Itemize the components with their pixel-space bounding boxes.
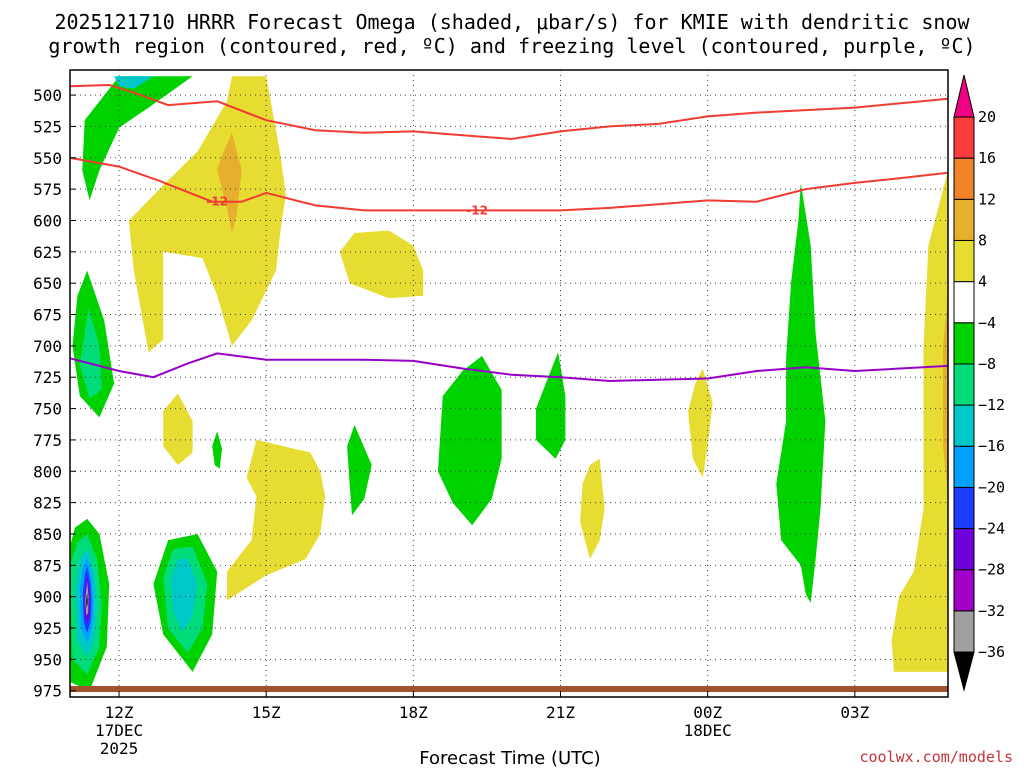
omega-region-0 — [82, 76, 193, 201]
contour-label-0: -12 — [206, 195, 228, 209]
y-tick-label: 575 — [33, 180, 62, 199]
x-tick-year: 2025 — [100, 739, 139, 758]
colorbar-label: 12 — [978, 190, 996, 208]
x-tick-label: 15Z — [252, 703, 281, 722]
colorbar-bin-10 — [953, 239, 975, 283]
colorbar-label: 4 — [978, 273, 987, 291]
isoline-2 — [70, 352, 948, 383]
temperature-contours: -12 -12 — [70, 83, 948, 383]
colorbar: 20 16 12 8 4 −4 −8 −12 −16 −20 −24 −28 −32 −36 — [953, 74, 1005, 692]
colorbar-label: 16 — [978, 149, 996, 167]
colorbar-label: −32 — [978, 602, 1005, 620]
y-tick-label: 600 — [33, 211, 62, 230]
omega-region-28 — [943, 295, 948, 497]
omega-region-15 — [128, 76, 286, 353]
x-tick-date: 18DEC — [684, 721, 732, 740]
omega-region-24 — [580, 458, 605, 560]
colorbar-label: −28 — [978, 561, 1005, 579]
x-tick-label: 18Z — [399, 703, 428, 722]
colorbar-bin-2 — [953, 569, 975, 612]
omega-region-19 — [163, 393, 193, 465]
y-tick-label: 825 — [33, 494, 62, 513]
colorbar-label: −8 — [978, 355, 996, 373]
colorbar-label: −36 — [978, 643, 1005, 661]
y-tick-label: 650 — [33, 274, 62, 293]
colorbar-bin-14 — [953, 74, 975, 118]
y-tick-label: 850 — [33, 525, 62, 544]
omega-region-14 — [170, 559, 198, 632]
colorbar-bin-9 — [953, 281, 975, 324]
y-tick-label: 725 — [33, 368, 62, 387]
colorbar-bin-0 — [953, 651, 975, 692]
colorbar-bin-5 — [953, 445, 975, 488]
y-tick-label: 925 — [33, 619, 62, 638]
omega-region-27 — [891, 170, 948, 672]
title-line-1: 2025121710 HRRR Forecast Omega (shaded, … — [54, 10, 970, 34]
y-tick-label: 550 — [33, 149, 62, 168]
colorbar-label: −12 — [978, 396, 1005, 414]
isoline-1 — [70, 83, 948, 141]
isoline-0 — [70, 156, 948, 212]
colorbar-bin-12 — [953, 157, 975, 200]
contour-label-1: -12 — [466, 203, 488, 217]
colorbar-label: 20 — [978, 108, 996, 126]
x-tick-label: 03Z — [840, 703, 869, 722]
colorbar-label: 8 — [978, 231, 987, 249]
y-tick-label: 875 — [33, 556, 62, 575]
colorbar-bin-11 — [953, 198, 975, 241]
colorbar-bin-3 — [953, 528, 975, 571]
colorbar-bin-1 — [953, 610, 975, 653]
chart-title: 2025121710 HRRR Forecast Omega (shaded, … — [48, 10, 975, 58]
omega-region-25 — [688, 368, 713, 478]
plot-frame — [69, 69, 949, 698]
omega-region-11 — [86, 592, 88, 608]
y-tick-label: 500 — [33, 86, 62, 105]
omega-region-3 — [79, 308, 102, 399]
omega-shading — [70, 76, 948, 691]
x-axis-title: Forecast Time (UTC) — [419, 748, 600, 768]
y-tick-label: 950 — [33, 650, 62, 669]
omega-region-1 — [114, 76, 154, 89]
colorbar-label: −24 — [978, 520, 1005, 538]
terrain-strip — [70, 686, 948, 692]
title-line-2: growth region (contoured, red, ºC) and f… — [48, 34, 975, 58]
x-tick-label: 00Z — [693, 703, 722, 722]
y-tick-label: 675 — [33, 306, 62, 325]
y-tick-label: 775 — [33, 431, 62, 450]
colorbar-bin-8 — [953, 322, 975, 365]
omega-region-20 — [212, 431, 223, 469]
y-tick-label: 625 — [33, 243, 62, 262]
y-tick-label: 700 — [33, 337, 62, 356]
omega-region-22 — [437, 355, 502, 526]
colorbar-label: −4 — [978, 314, 996, 332]
colorbar-label: −20 — [978, 478, 1005, 496]
x-tick-date: 17DEC — [95, 721, 143, 740]
colorbar-bin-7 — [953, 363, 975, 406]
omega-region-21 — [347, 424, 372, 516]
y-tick-label: 525 — [33, 117, 62, 136]
y-tick-label: 900 — [33, 588, 62, 607]
colorbar-bin-6 — [953, 404, 975, 447]
credit-text: coolwx.com/models — [859, 748, 1013, 766]
y-tick-label: 975 — [33, 682, 62, 701]
colorbar-label: −16 — [978, 437, 1005, 455]
x-tick-label: 21Z — [546, 703, 575, 722]
y-tick-label: 800 — [33, 462, 62, 481]
omega-region-17 — [227, 439, 326, 601]
omega-region-26 — [776, 182, 826, 603]
omega-region-18 — [339, 230, 424, 299]
y-axis: 500 525 550 575 600 625 650 675 700 725 750 775 800 8… — [33, 86, 76, 701]
y-tick-label: 750 — [33, 400, 62, 419]
colorbar-bin-4 — [953, 486, 975, 530]
x-tick-label: 12Z — [105, 703, 134, 722]
omega-region-23 — [536, 352, 566, 459]
colorbar-bin-13 — [953, 116, 975, 159]
